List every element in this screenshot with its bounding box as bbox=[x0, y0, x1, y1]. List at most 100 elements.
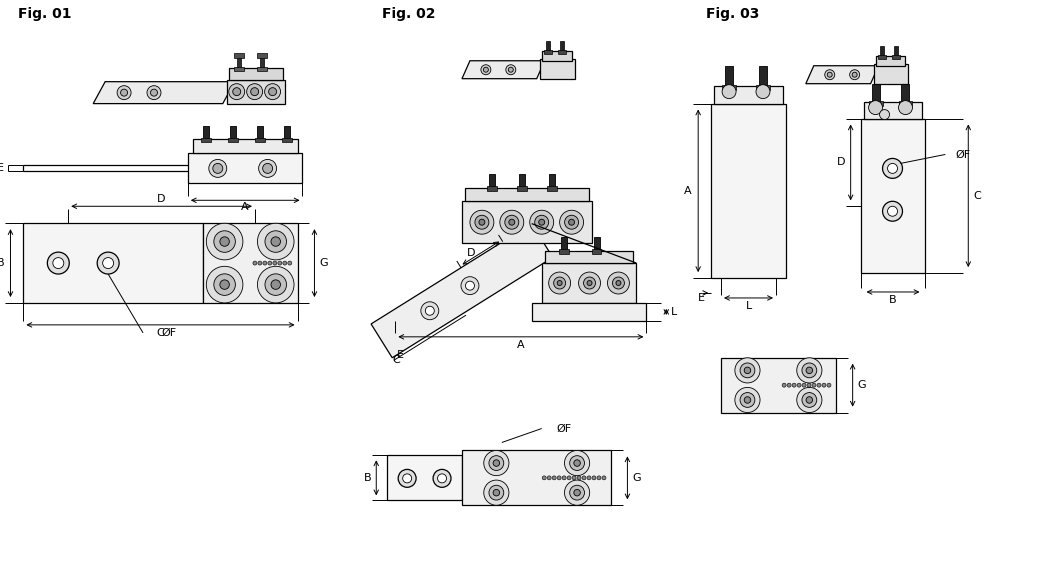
Circle shape bbox=[271, 280, 280, 289]
Circle shape bbox=[558, 281, 562, 285]
Polygon shape bbox=[462, 61, 545, 79]
Circle shape bbox=[209, 159, 227, 178]
Bar bbox=[203, 223, 297, 303]
Bar bbox=[542, 51, 571, 61]
Text: B: B bbox=[889, 295, 897, 305]
Circle shape bbox=[150, 89, 157, 96]
Circle shape bbox=[582, 476, 586, 480]
Circle shape bbox=[421, 302, 439, 320]
Circle shape bbox=[539, 219, 545, 225]
Bar bbox=[256, 66, 267, 70]
Circle shape bbox=[602, 476, 606, 480]
Circle shape bbox=[461, 277, 479, 295]
Bar bbox=[517, 186, 527, 191]
Text: ØF: ØF bbox=[956, 150, 971, 159]
Circle shape bbox=[214, 274, 235, 295]
Text: A: A bbox=[242, 202, 249, 212]
Bar bbox=[722, 85, 736, 89]
Circle shape bbox=[278, 261, 281, 265]
Circle shape bbox=[560, 210, 584, 234]
Text: D: D bbox=[466, 248, 475, 258]
Circle shape bbox=[549, 272, 570, 294]
Circle shape bbox=[817, 383, 821, 387]
Circle shape bbox=[792, 383, 796, 387]
Circle shape bbox=[433, 469, 452, 487]
Circle shape bbox=[802, 363, 817, 378]
Circle shape bbox=[483, 67, 488, 72]
Text: A: A bbox=[517, 340, 525, 350]
Bar bbox=[714, 86, 783, 104]
Circle shape bbox=[530, 210, 553, 234]
Bar bbox=[230, 125, 235, 139]
Bar bbox=[284, 125, 290, 139]
Circle shape bbox=[592, 476, 596, 480]
Bar bbox=[234, 53, 244, 58]
Text: L: L bbox=[746, 301, 752, 311]
Circle shape bbox=[262, 261, 267, 265]
Circle shape bbox=[573, 460, 581, 466]
Circle shape bbox=[756, 85, 770, 99]
Bar bbox=[558, 50, 566, 54]
Circle shape bbox=[253, 261, 257, 265]
Circle shape bbox=[489, 456, 504, 470]
Circle shape bbox=[565, 215, 579, 229]
Text: C: C bbox=[973, 191, 981, 201]
Circle shape bbox=[612, 277, 625, 289]
Circle shape bbox=[398, 469, 416, 487]
Bar bbox=[874, 64, 908, 84]
Bar bbox=[878, 55, 885, 59]
Text: L: L bbox=[671, 307, 677, 317]
Bar bbox=[880, 46, 883, 56]
Bar bbox=[726, 66, 733, 86]
Bar bbox=[894, 46, 898, 56]
Text: B: B bbox=[363, 473, 371, 483]
Circle shape bbox=[744, 397, 751, 403]
Bar bbox=[465, 189, 589, 201]
Bar bbox=[593, 237, 600, 251]
Circle shape bbox=[542, 476, 546, 480]
Circle shape bbox=[508, 67, 513, 72]
Circle shape bbox=[214, 231, 235, 252]
Circle shape bbox=[578, 476, 581, 480]
Circle shape bbox=[265, 84, 280, 100]
Bar bbox=[229, 68, 282, 80]
Bar bbox=[256, 53, 267, 58]
Circle shape bbox=[880, 109, 889, 120]
Circle shape bbox=[500, 210, 524, 234]
Bar bbox=[759, 66, 766, 86]
Bar bbox=[863, 101, 923, 119]
Bar bbox=[387, 456, 462, 500]
Circle shape bbox=[213, 163, 223, 174]
Circle shape bbox=[735, 387, 760, 413]
Bar bbox=[544, 50, 551, 54]
Circle shape bbox=[484, 480, 509, 505]
Bar bbox=[549, 174, 554, 189]
Circle shape bbox=[797, 387, 822, 413]
Bar bbox=[188, 154, 302, 183]
Bar bbox=[868, 101, 883, 105]
Circle shape bbox=[484, 450, 509, 476]
Text: Fig. 02: Fig. 02 bbox=[382, 7, 436, 21]
Text: A: A bbox=[685, 186, 692, 196]
Circle shape bbox=[269, 88, 276, 96]
Circle shape bbox=[597, 476, 601, 480]
Circle shape bbox=[547, 476, 551, 480]
Circle shape bbox=[565, 480, 590, 505]
Bar bbox=[891, 55, 900, 59]
Circle shape bbox=[827, 383, 831, 387]
Text: D: D bbox=[837, 158, 845, 167]
Circle shape bbox=[868, 101, 883, 115]
Bar bbox=[872, 84, 880, 101]
Bar bbox=[489, 174, 495, 189]
Text: ØF: ØF bbox=[556, 423, 571, 434]
Circle shape bbox=[265, 231, 287, 252]
Text: D: D bbox=[158, 194, 166, 205]
Bar bbox=[546, 41, 549, 51]
Text: E: E bbox=[0, 163, 4, 174]
Circle shape bbox=[887, 163, 898, 174]
Circle shape bbox=[465, 281, 475, 290]
Bar bbox=[561, 237, 567, 251]
Bar bbox=[193, 139, 297, 154]
Bar bbox=[560, 41, 564, 51]
Circle shape bbox=[579, 272, 601, 294]
